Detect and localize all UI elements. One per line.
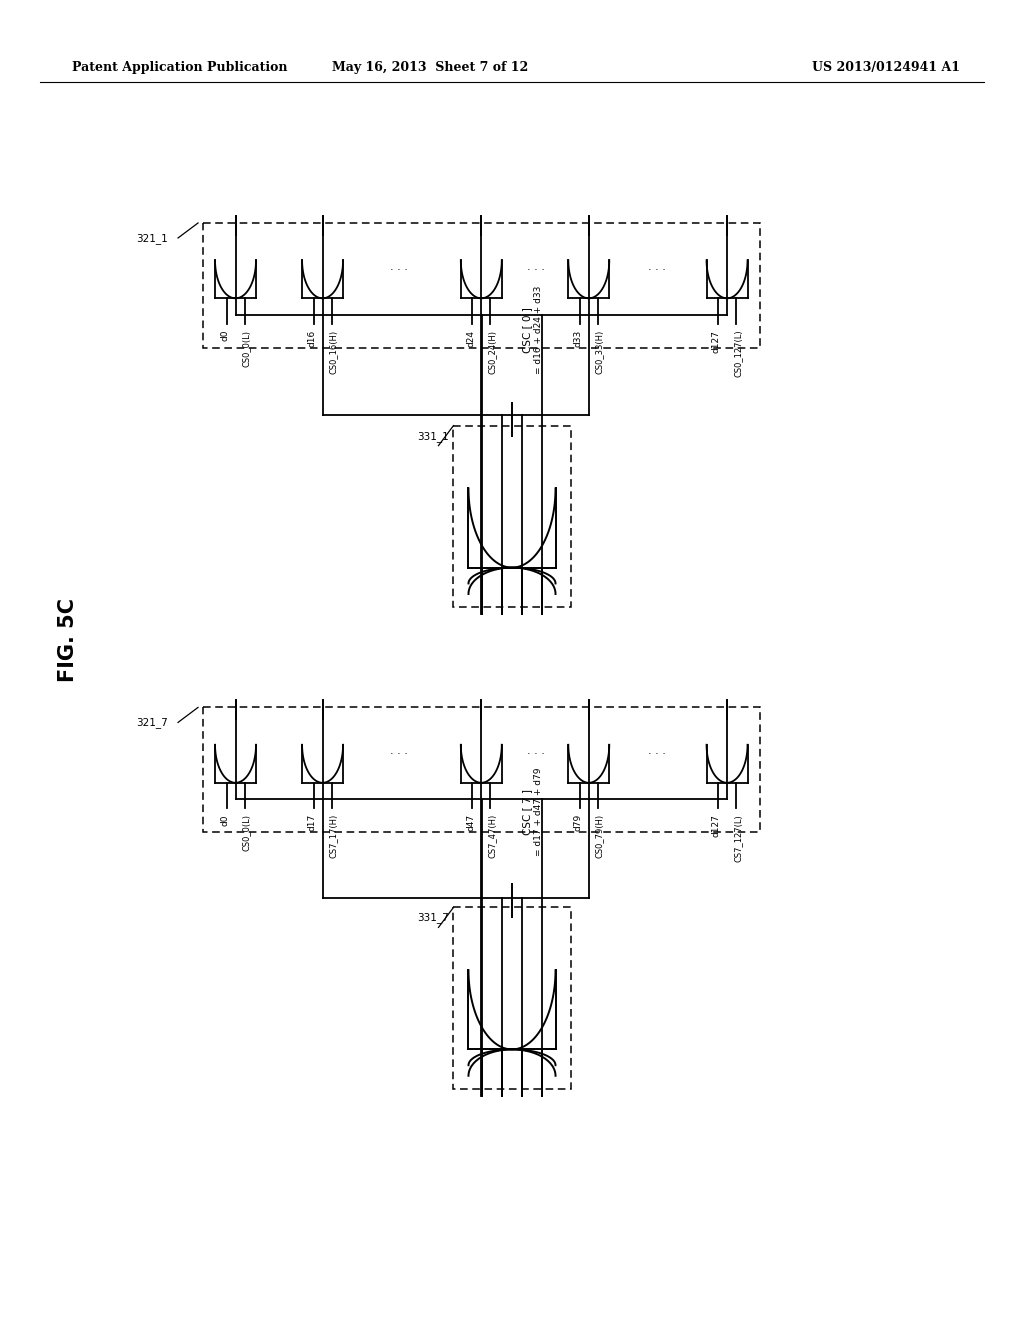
Text: CS0_24(H): CS0_24(H) (487, 330, 497, 374)
Text: 321_1: 321_1 (136, 232, 168, 244)
Text: CS0_0(L): CS0_0(L) (242, 814, 251, 851)
Text: US 2013/0124941 A1: US 2013/0124941 A1 (812, 62, 961, 74)
Text: d24: d24 (466, 330, 475, 347)
Text: = d16 + d24 + d33: = d16 + d24 + d33 (534, 286, 543, 374)
Text: CS0_33(H): CS0_33(H) (595, 330, 604, 374)
Text: d127: d127 (712, 814, 721, 837)
Text: d0: d0 (220, 814, 229, 825)
Text: d16: d16 (307, 330, 316, 347)
Text: . . .: . . . (526, 746, 545, 756)
Text: d47: d47 (466, 814, 475, 832)
Text: CS0_16(H): CS0_16(H) (329, 330, 338, 374)
Text: . . .: . . . (526, 261, 545, 272)
Text: CS7_127(L): CS7_127(L) (733, 814, 742, 862)
Text: CS7_17(H): CS7_17(H) (329, 814, 338, 858)
Text: CS0_127(L): CS0_127(L) (733, 330, 742, 378)
Text: CS0_0(L): CS0_0(L) (242, 330, 251, 367)
Text: CS7_47(H): CS7_47(H) (487, 814, 497, 858)
Text: 331_7: 331_7 (417, 912, 449, 923)
Text: May 16, 2013  Sheet 7 of 12: May 16, 2013 Sheet 7 of 12 (332, 62, 528, 74)
Text: CS0_79(H): CS0_79(H) (595, 814, 604, 858)
Text: d79: d79 (573, 814, 583, 832)
Text: 321_7: 321_7 (136, 717, 168, 729)
Text: d0: d0 (220, 330, 229, 341)
Text: CSC [ 7 ]: CSC [ 7 ] (522, 789, 532, 834)
Text: = d17 + d47 + d79: = d17 + d47 + d79 (534, 767, 543, 857)
Text: d33: d33 (573, 330, 583, 347)
Text: . . .: . . . (648, 261, 667, 272)
Text: d127: d127 (712, 330, 721, 352)
Text: . . .: . . . (390, 261, 409, 272)
Text: d17: d17 (307, 814, 316, 832)
Text: . . .: . . . (390, 746, 409, 756)
Text: FIG. 5C: FIG. 5C (58, 598, 78, 682)
Text: CSC [ 0 ]: CSC [ 0 ] (522, 308, 532, 352)
Text: Patent Application Publication: Patent Application Publication (72, 62, 288, 74)
Text: . . .: . . . (648, 746, 667, 756)
Text: 331_1: 331_1 (417, 430, 449, 441)
